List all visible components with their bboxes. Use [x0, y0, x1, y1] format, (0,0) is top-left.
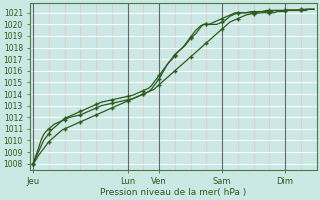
X-axis label: Pression niveau de la mer( hPa ): Pression niveau de la mer( hPa ) [100, 188, 247, 197]
